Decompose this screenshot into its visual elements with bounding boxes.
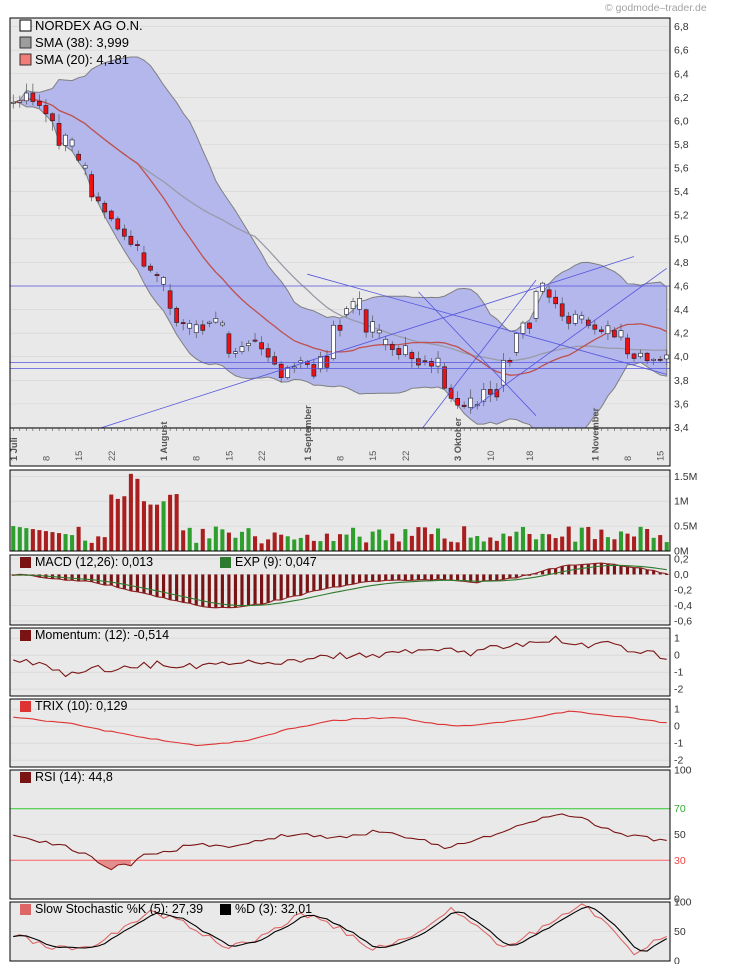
svg-text:1.5M: 1.5M [674,471,697,483]
svg-text:15: 15 [368,451,378,461]
svg-text:4,0: 4,0 [674,351,689,363]
svg-text:50: 50 [674,829,686,841]
svg-text:Momentum: (12): -0,514: Momentum: (12): -0,514 [35,628,169,642]
svg-text:-0,4: -0,4 [674,600,692,612]
svg-text:3,4: 3,4 [674,422,689,434]
svg-text:1: 1 [674,704,680,716]
svg-text:6,0: 6,0 [674,115,689,127]
svg-text:22: 22 [107,451,117,461]
svg-text:1M: 1M [674,496,689,508]
svg-text:RSI (14): 44,8: RSI (14): 44,8 [35,770,113,784]
svg-text:5,4: 5,4 [674,186,689,198]
svg-text:-0,6: -0,6 [674,616,692,628]
svg-text:10: 10 [486,451,496,461]
svg-text:22: 22 [257,451,267,461]
svg-text:-1: -1 [674,738,683,750]
svg-text:-1: -1 [674,667,683,679]
svg-text:0.5M: 0.5M [674,521,697,533]
svg-text:6,8: 6,8 [674,21,689,33]
svg-text:0,2: 0,2 [674,553,689,565]
svg-text:6,6: 6,6 [674,45,689,57]
svg-text:15: 15 [656,451,666,461]
svg-text:-0,2: -0,2 [674,585,692,597]
svg-text:1: 1 [674,633,680,645]
svg-text:3,8: 3,8 [674,375,689,387]
svg-text:EXP (9): 0,047: EXP (9): 0,047 [235,555,317,569]
svg-text:1 Juli: 1 Juli [9,437,19,461]
svg-text:0: 0 [674,956,680,964]
svg-text:4,4: 4,4 [674,304,689,316]
svg-text:8: 8 [192,456,202,461]
svg-text:15: 15 [74,451,84,461]
svg-text:0: 0 [674,650,680,662]
svg-text:8: 8 [336,456,346,461]
svg-text:5,8: 5,8 [674,139,689,151]
svg-text:SMA (20): 4,181: SMA (20): 4,181 [35,52,129,67]
svg-text:TRIX (10): 0,129: TRIX (10): 0,129 [35,699,127,713]
svg-text:%D (3): 32,01: %D (3): 32,01 [235,902,312,916]
svg-text:100: 100 [674,897,692,909]
svg-text:22: 22 [401,451,411,461]
svg-text:5,6: 5,6 [674,163,689,175]
svg-text:4,8: 4,8 [674,257,689,269]
svg-text:5,2: 5,2 [674,210,689,222]
svg-text:6,4: 6,4 [674,68,689,80]
svg-text:Slow Stochastic %K (5): 27,39: Slow Stochastic %K (5): 27,39 [35,902,203,916]
svg-text:6,2: 6,2 [674,92,689,104]
svg-text:0: 0 [674,721,680,733]
svg-text:1 November: 1 November [590,407,600,461]
svg-text:© godmode–trader.de: © godmode–trader.de [605,2,707,14]
svg-text:18: 18 [525,451,535,461]
svg-text:1 August: 1 August [159,422,169,461]
svg-text:3 Oktober: 3 Oktober [453,417,463,461]
svg-text:50: 50 [674,926,686,938]
svg-text:4,2: 4,2 [674,328,689,340]
svg-text:NORDEX AG O.N.: NORDEX AG O.N. [35,18,143,33]
svg-text:4,6: 4,6 [674,280,689,292]
svg-text:1 September: 1 September [303,405,313,461]
svg-text:30: 30 [674,855,686,867]
svg-text:MACD (12,26): 0,013: MACD (12,26): 0,013 [35,555,153,569]
svg-text:8: 8 [41,456,51,461]
svg-text:100: 100 [674,765,692,777]
svg-text:3,6: 3,6 [674,398,689,410]
svg-text:70: 70 [674,803,686,815]
svg-text:15: 15 [224,451,234,461]
svg-text:5,0: 5,0 [674,233,689,245]
svg-text:8: 8 [623,456,633,461]
svg-text:-2: -2 [674,684,683,696]
svg-text:0,0: 0,0 [674,569,689,581]
svg-text:SMA (38): 3,999: SMA (38): 3,999 [35,35,129,50]
